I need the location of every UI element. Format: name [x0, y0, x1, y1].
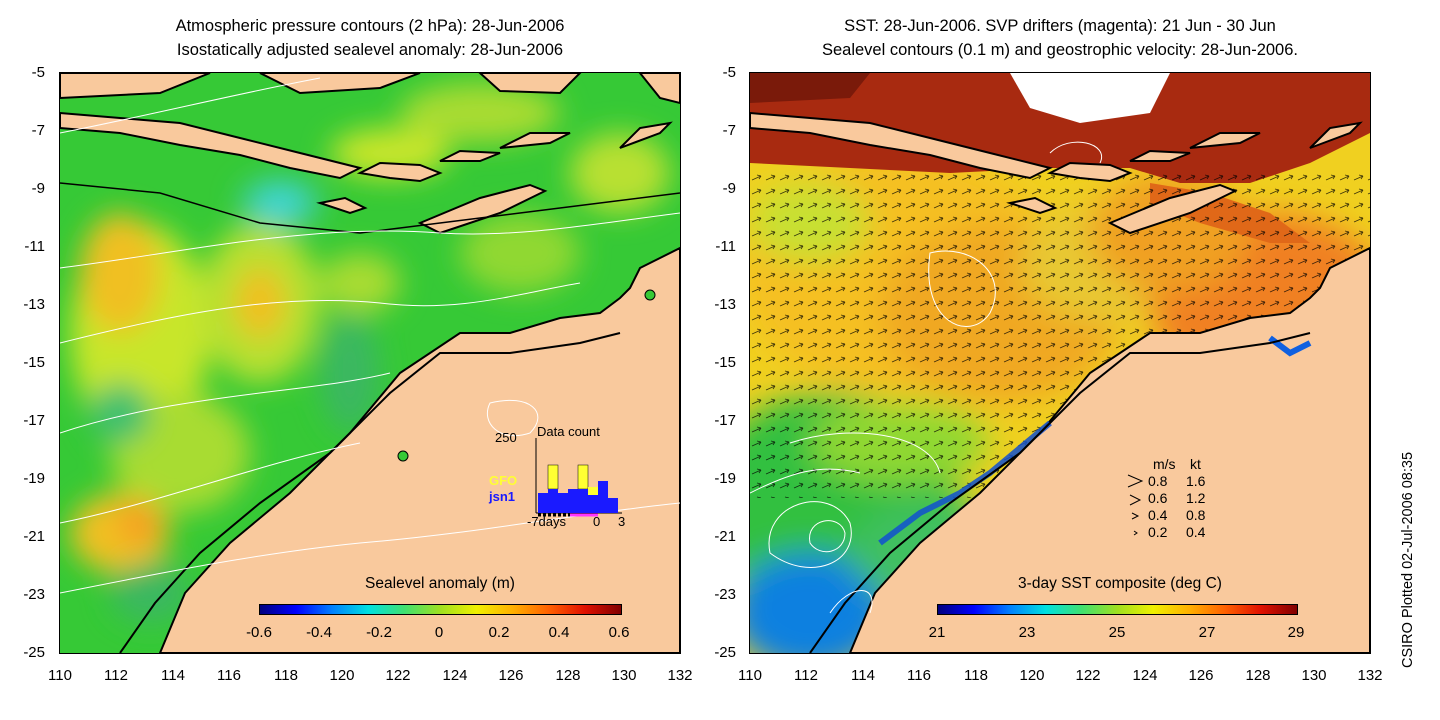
left-x-tick-4: 116	[217, 667, 241, 684]
right-y-tick-4: -11	[715, 238, 736, 255]
left-cb-label-5: 0.2	[488, 624, 510, 641]
right-cb-label-2: 23	[1018, 624, 1036, 641]
right-x-tick-12: 132	[1357, 667, 1383, 684]
left-cb-label-7: 0.6	[608, 624, 630, 641]
left-y-tick-5: -13	[23, 296, 45, 313]
velocity-legend-row1-kt: 1.6	[1186, 473, 1206, 489]
right-x-tick-11: 130	[1301, 667, 1327, 684]
right-cb-label-1: 21	[928, 624, 946, 641]
left-cb-label-1: -0.6	[246, 624, 272, 641]
inset-x-end: 3	[618, 514, 626, 529]
right-y-tick-7: -17	[714, 412, 736, 429]
sst-map	[749, 72, 1371, 654]
right-x-tick-3: 114	[851, 667, 875, 684]
left-x-tick-10: 128	[555, 667, 581, 684]
left-x-tick-6: 120	[329, 667, 355, 684]
right-y-tick-11: -25	[714, 644, 736, 661]
left-x-tick-3: 114	[161, 667, 185, 684]
inset-title: Data count	[537, 424, 600, 439]
left-cb-label-3: -0.2	[366, 624, 392, 641]
sst-map-svg	[750, 73, 1370, 653]
left-x-tick-12: 132	[667, 667, 693, 684]
inset-y-max: 250	[495, 430, 517, 445]
right-x-tick-4: 116	[907, 667, 931, 684]
right-x-tick-9: 126	[1188, 667, 1214, 684]
sealevel-colorbar	[259, 604, 622, 615]
left-colorbar-title: Sealevel anomaly (m)	[365, 575, 515, 592]
velocity-legend-row3-ms: 0.4	[1148, 507, 1168, 523]
right-cb-label-5: 29	[1287, 624, 1305, 641]
sealevel-anomaly-map	[59, 72, 681, 654]
right-x-tick-7: 122	[1075, 667, 1101, 684]
left-y-tick-9: -21	[23, 528, 45, 545]
left-cb-label-4: 0	[434, 624, 444, 641]
left-x-tick-1: 110	[48, 667, 72, 684]
right-y-tick-5: -13	[714, 296, 736, 313]
right-y-tick-9: -21	[714, 528, 736, 545]
right-x-tick-5: 118	[964, 667, 988, 684]
right-x-tick-2: 112	[794, 667, 818, 684]
velocity-legend-row2-ms: 0.6	[1148, 490, 1168, 506]
right-y-tick-10: -23	[714, 586, 736, 603]
inset-x-start: -7days	[527, 514, 567, 529]
sst-colorbar	[937, 604, 1298, 615]
right-cb-label-3: 25	[1108, 624, 1126, 641]
right-x-tick-8: 124	[1132, 667, 1158, 684]
sealevel-map-svg	[60, 73, 680, 653]
inset-series-gfo: GFO	[489, 473, 518, 488]
left-y-tick-2: -7	[31, 122, 45, 139]
left-y-tick-6: -15	[23, 354, 45, 371]
right-y-tick-6: -15	[714, 354, 736, 371]
left-title-line2: Isostatically adjusted sealevel anomaly:…	[176, 41, 564, 59]
velocity-legend-arrows	[1127, 474, 1144, 536]
right-x-tick-1: 110	[738, 667, 762, 684]
data-count-inset	[535, 438, 622, 517]
left-cb-label-6: 0.4	[548, 624, 570, 641]
velocity-legend-header-ms: m/s	[1153, 456, 1176, 472]
velocity-legend-row2-kt: 1.2	[1186, 490, 1206, 506]
inset-x-zero: 0	[593, 514, 601, 529]
velocity-legend-header-kt: kt	[1190, 456, 1201, 472]
right-title-line2: Sealevel contours (0.1 m) and geostrophi…	[821, 41, 1298, 59]
right-x-tick-10: 128	[1245, 667, 1271, 684]
left-y-tick-10: -23	[23, 586, 45, 603]
left-title-line1: Atmospheric pressure contours (2 hPa): 2…	[175, 17, 565, 35]
right-cb-label-4: 27	[1198, 624, 1216, 641]
left-x-tick-7: 122	[385, 667, 411, 684]
left-x-tick-8: 124	[442, 667, 468, 684]
right-y-tick-1: -5	[722, 64, 736, 81]
right-colorbar-title: 3-day SST composite (deg C)	[1018, 575, 1222, 592]
velocity-legend-row3-kt: 0.8	[1186, 507, 1206, 523]
right-x-tick-6: 120	[1019, 667, 1045, 684]
right-y-tick-3: -9	[722, 180, 736, 197]
left-y-tick-8: -19	[23, 470, 45, 487]
right-title-line1: SST: 28-Jun-2006. SVP drifters (magenta)…	[844, 17, 1276, 35]
right-y-tick-8: -19	[714, 470, 736, 487]
left-y-tick-3: -9	[31, 180, 45, 197]
left-x-tick-11: 130	[611, 667, 637, 684]
right-y-tick-2: -7	[722, 122, 736, 139]
left-y-tick-7: -17	[23, 412, 45, 429]
left-cb-label-2: -0.4	[306, 624, 332, 641]
credit-label: CSIRO Plotted 02-Jul-2006 08:35	[1400, 451, 1416, 668]
left-x-tick-5: 118	[274, 667, 298, 684]
inset-series-jsn1: jsn1	[489, 489, 516, 504]
left-x-tick-2: 112	[104, 667, 128, 684]
left-x-tick-9: 126	[498, 667, 524, 684]
velocity-legend-row4-ms: 0.2	[1148, 524, 1168, 540]
velocity-legend-row4-kt: 0.4	[1186, 524, 1206, 540]
left-y-tick-4: -11	[24, 238, 45, 255]
left-y-tick-11: -25	[23, 644, 45, 661]
velocity-legend-row1-ms: 0.8	[1148, 473, 1168, 489]
left-y-tick-1: -5	[31, 64, 45, 81]
